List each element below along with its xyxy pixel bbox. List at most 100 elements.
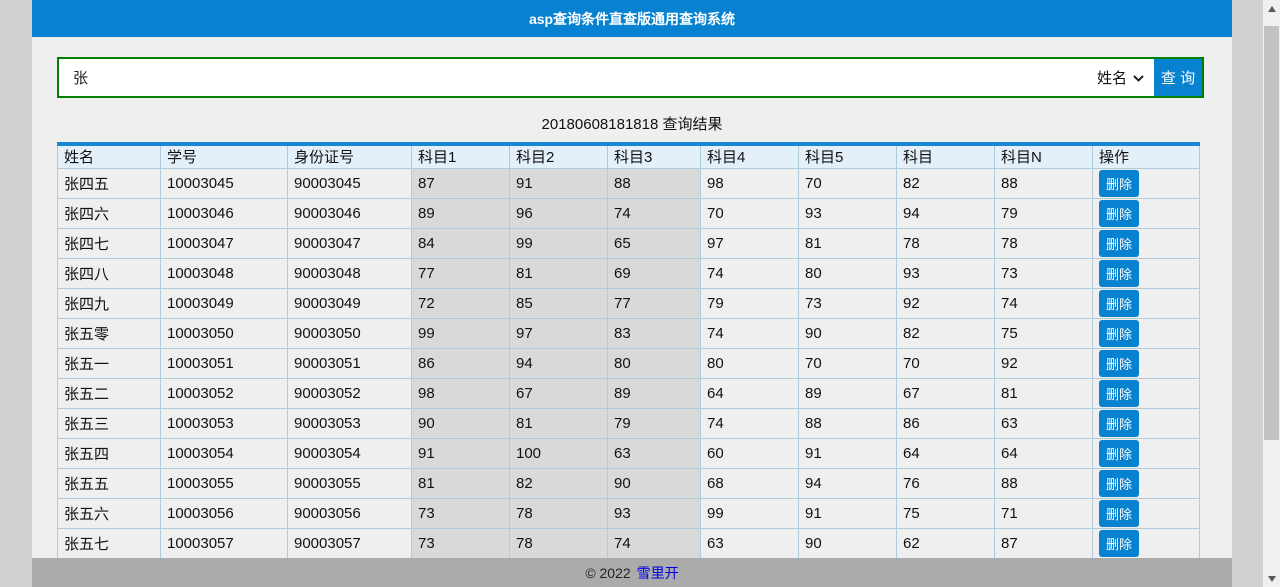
- cell: 88: [994, 167, 1093, 199]
- cell: 89: [411, 197, 510, 229]
- cell: 10003048: [160, 257, 288, 289]
- column-header: 学号: [160, 143, 288, 169]
- cell: 81: [994, 377, 1093, 409]
- cell: 88: [607, 167, 701, 199]
- cell-actions: 删除: [1092, 437, 1200, 469]
- footer-link[interactable]: 雪里开: [636, 564, 679, 581]
- cell: 91: [798, 497, 897, 529]
- cell-actions: 删除: [1092, 347, 1200, 379]
- cell: 71: [994, 497, 1093, 529]
- cell: 86: [896, 407, 995, 439]
- cell: 10003054: [160, 437, 288, 469]
- cell-actions: 删除: [1092, 257, 1200, 289]
- table-row: 张五零 10003050 90003050 99 97 83 74 90 82 75 删除: [57, 317, 1200, 349]
- field-select[interactable]: 姓名: [1091, 59, 1154, 96]
- table-row: 张五二 10003052 90003052 98 67 89 64 89 67 81 删除: [57, 377, 1200, 409]
- cell: 78: [994, 227, 1093, 259]
- delete-button[interactable]: 删除: [1099, 469, 1140, 497]
- cell: 77: [607, 287, 701, 319]
- cell: 张四九: [57, 287, 161, 319]
- delete-button[interactable]: 删除: [1099, 499, 1140, 527]
- cell: 64: [994, 437, 1093, 469]
- scrollbar-thumb[interactable]: [1264, 26, 1279, 440]
- cell: 82: [896, 317, 995, 349]
- cell: 92: [994, 347, 1093, 379]
- vertical-scrollbar[interactable]: [1263, 0, 1280, 587]
- cell: 87: [994, 527, 1093, 559]
- cell: 78: [896, 227, 995, 259]
- cell: 79: [994, 197, 1093, 229]
- delete-button[interactable]: 删除: [1099, 199, 1140, 227]
- right-margin-strip: [1232, 0, 1263, 587]
- cell: 81: [798, 227, 897, 259]
- scroll-up-arrow[interactable]: [1263, 0, 1280, 17]
- delete-button[interactable]: 删除: [1099, 349, 1140, 377]
- cell: 70: [700, 197, 799, 229]
- cell: 89: [798, 377, 897, 409]
- cell: 92: [896, 287, 995, 319]
- cell: 10003055: [160, 467, 288, 499]
- search-bar: 姓名 查 询: [57, 57, 1204, 98]
- cell: 张四五: [57, 167, 161, 199]
- cell: 张五五: [57, 467, 161, 499]
- table-row: 张五一 10003051 90003051 86 94 80 80 70 70 92 删除: [57, 347, 1200, 379]
- cell: 74: [607, 197, 701, 229]
- cell: 90003048: [287, 257, 412, 289]
- cell: 83: [607, 317, 701, 349]
- cell: 90003054: [287, 437, 412, 469]
- column-header: 科目2: [509, 143, 608, 169]
- cell: 90003049: [287, 287, 412, 319]
- cell: 79: [607, 407, 701, 439]
- delete-button[interactable]: 删除: [1099, 289, 1140, 317]
- cell: 69: [607, 257, 701, 289]
- page-title: asp查询条件直查版通用查询系统: [528, 10, 736, 27]
- cell-actions: 删除: [1092, 227, 1200, 259]
- scroll-down-arrow[interactable]: [1263, 570, 1280, 587]
- cell: 91: [411, 437, 510, 469]
- column-header: 科目1: [411, 143, 510, 169]
- result-heading: 20180608181818 查询结果: [541, 116, 723, 133]
- table-row: 张五五 10003055 90003055 81 82 90 68 94 76 88 删除: [57, 467, 1200, 499]
- cell: 张五零: [57, 317, 161, 349]
- delete-button[interactable]: 删除: [1099, 259, 1140, 287]
- cell: 68: [700, 467, 799, 499]
- cell: 10003049: [160, 287, 288, 319]
- table-row: 张四六 10003046 90003046 89 96 74 70 93 94 79 删除: [57, 197, 1200, 229]
- delete-button[interactable]: 删除: [1099, 229, 1140, 257]
- cell-actions: 删除: [1092, 317, 1200, 349]
- search-input[interactable]: [59, 59, 1091, 96]
- query-button[interactable]: 查 询: [1154, 59, 1202, 96]
- cell: 70: [896, 347, 995, 379]
- cell: 94: [896, 197, 995, 229]
- cell: 94: [509, 347, 608, 379]
- delete-button[interactable]: 删除: [1099, 379, 1140, 407]
- cell: 张五三: [57, 407, 161, 439]
- cell: 90003052: [287, 377, 412, 409]
- cell-actions: 删除: [1092, 407, 1200, 439]
- cell: 81: [509, 407, 608, 439]
- cell-actions: 删除: [1092, 497, 1200, 529]
- cell: 91: [509, 167, 608, 199]
- delete-button[interactable]: 删除: [1099, 169, 1140, 197]
- column-header: 科目5: [798, 143, 897, 169]
- delete-button[interactable]: 删除: [1099, 529, 1140, 557]
- cell: 10003057: [160, 527, 288, 559]
- cell: 10003047: [160, 227, 288, 259]
- cell: 67: [896, 377, 995, 409]
- cell: 张五一: [57, 347, 161, 379]
- cell: 74: [700, 407, 799, 439]
- cell: 73: [798, 287, 897, 319]
- cell: 90003047: [287, 227, 412, 259]
- delete-button[interactable]: 删除: [1099, 319, 1140, 347]
- chevron-down-icon: [1133, 69, 1144, 86]
- cell-actions: 删除: [1092, 527, 1200, 559]
- table-row: 张四七 10003047 90003047 84 99 65 97 81 78 78 删除: [57, 227, 1200, 259]
- column-header: 身份证号: [287, 143, 412, 169]
- table-row: 张五七 10003057 90003057 73 78 74 63 90 62 87 删除: [57, 527, 1200, 559]
- cell: 90: [798, 317, 897, 349]
- cell-actions: 删除: [1092, 167, 1200, 199]
- delete-button[interactable]: 删除: [1099, 409, 1140, 437]
- cell: 74: [607, 527, 701, 559]
- cell: 93: [896, 257, 995, 289]
- delete-button[interactable]: 删除: [1099, 439, 1140, 467]
